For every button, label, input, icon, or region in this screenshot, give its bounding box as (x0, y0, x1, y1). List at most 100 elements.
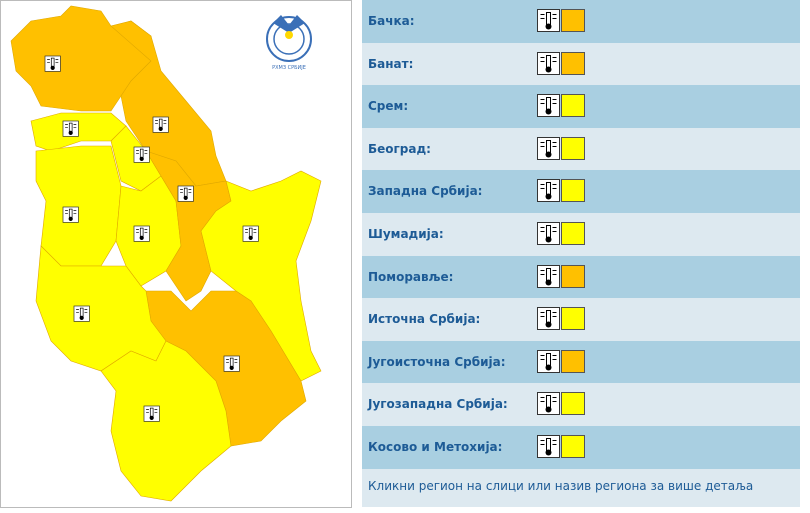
thermo-bulb (545, 151, 552, 158)
region-row[interactable]: Југозападна Србија: (362, 383, 800, 426)
region-row[interactable]: Источна Србија: (362, 298, 800, 341)
warning-icons (537, 51, 585, 75)
thermo-rays (47, 59, 59, 63)
region-name[interactable]: Источна Србија: (368, 312, 481, 327)
thermo-rays (136, 150, 148, 154)
thermo-tube (546, 267, 551, 281)
thermo-tube (546, 310, 551, 324)
thermo-rays (65, 124, 77, 128)
thermo-rays (245, 229, 257, 233)
region-name[interactable]: Западна Србија: (368, 184, 483, 199)
warning-icons (537, 349, 585, 373)
warning-icons (537, 9, 585, 32)
map: РХМЗ СРБИЈЕ (0, 0, 352, 508)
region-name[interactable]: Срем: (368, 99, 409, 114)
thermo-rays (540, 56, 557, 62)
thermo-bulb (149, 415, 154, 420)
thermo-tube (546, 395, 551, 409)
region-row[interactable]: Поморавље: (362, 255, 800, 299)
region-row[interactable]: Бачка: (362, 0, 800, 43)
region-row[interactable]: Западна Србија: (362, 170, 800, 213)
thermo-tube (139, 227, 144, 237)
thermo-tube (139, 148, 144, 158)
region-name[interactable]: Банат: (368, 56, 414, 71)
thermo-tube (68, 122, 73, 132)
map-icon (143, 405, 160, 422)
thermo-tube (183, 187, 188, 197)
warning-icons (537, 94, 585, 118)
thermo-rays (540, 439, 557, 445)
thermo-bulb (545, 23, 552, 30)
region-name[interactable]: Југоисточна Србија: (368, 354, 506, 369)
thermo-bulb (79, 315, 84, 320)
region-table: Бачка: Банат: Срем: Београд: Западна Србија:… (362, 0, 800, 507)
thermo-tube (546, 182, 551, 196)
thermo-rays (540, 14, 557, 19)
map-icon (242, 225, 259, 242)
region-row[interactable]: Београд: (362, 127, 800, 171)
thermo-tube (546, 224, 551, 238)
footer: Кликни регион на слици или назив региона… (362, 468, 800, 507)
thermo-rays (540, 269, 557, 275)
map-region (200, 170, 322, 382)
thermo-bulb (545, 193, 552, 200)
region-row[interactable]: Шумадија: (362, 212, 800, 256)
warning-level (561, 221, 585, 245)
logo: РХМЗ СРБИЈЕ (266, 15, 312, 71)
thermo-tube (79, 307, 84, 317)
region-name[interactable]: Шумадија: (368, 226, 444, 241)
thermo-tube (68, 208, 73, 218)
thermo-tube (546, 139, 551, 153)
thermo-bulb (50, 65, 55, 70)
warning-level (561, 179, 585, 203)
map-icon (73, 305, 90, 322)
region-row[interactable]: Срем: (362, 85, 800, 128)
thermo-rays (540, 184, 557, 190)
thermo-rays (136, 229, 148, 233)
thermo-rays (540, 99, 557, 105)
thermo-bulb (139, 156, 144, 161)
thermo-tube (158, 118, 163, 128)
thermo-rays (540, 141, 557, 147)
warning-level (561, 51, 585, 75)
warning-level (561, 264, 585, 288)
thermo-rays (155, 120, 167, 124)
region-row[interactable]: Банат: (362, 42, 800, 86)
thermo-rays (540, 354, 557, 360)
thermo-bulb (158, 126, 163, 131)
thermo-bulb (545, 108, 552, 115)
warning-level (561, 392, 585, 416)
thermo-bulb (545, 66, 552, 73)
thermo-bulb (183, 195, 188, 200)
region-name[interactable]: Југозападна Србија: (368, 397, 508, 412)
thermo-bulb (139, 235, 144, 240)
thermo-rays (76, 309, 88, 313)
region-name[interactable]: Београд: (368, 141, 431, 156)
map-icon (133, 146, 150, 163)
region-row[interactable]: Косово и Метохија: (362, 425, 800, 469)
thermo-bulb (545, 279, 552, 286)
thermo-rays (180, 189, 192, 193)
region-row[interactable]: Југоисточна Србија: (362, 340, 800, 384)
region-name[interactable]: Бачка: (368, 14, 415, 28)
warning-icons (537, 136, 585, 160)
thermo-tube (546, 97, 551, 111)
region-name[interactable]: Косово и Метохија: (368, 439, 503, 454)
warning-icons (537, 434, 585, 458)
thermo-tube (248, 227, 253, 237)
warning-level (561, 94, 585, 118)
map-icon (177, 185, 194, 202)
map-region (100, 340, 232, 502)
thermo-bulb (68, 130, 73, 135)
thermo-tube (546, 12, 551, 25)
warning-icons (537, 307, 585, 331)
map-icon (44, 55, 61, 72)
map-icon (133, 225, 150, 242)
thermo-bulb (68, 216, 73, 221)
region-name[interactable]: Поморавље: (368, 269, 454, 284)
warning-level (561, 307, 585, 331)
map-icon (223, 355, 240, 372)
thermo-tube (546, 352, 551, 366)
thermo-bulb (545, 364, 552, 371)
